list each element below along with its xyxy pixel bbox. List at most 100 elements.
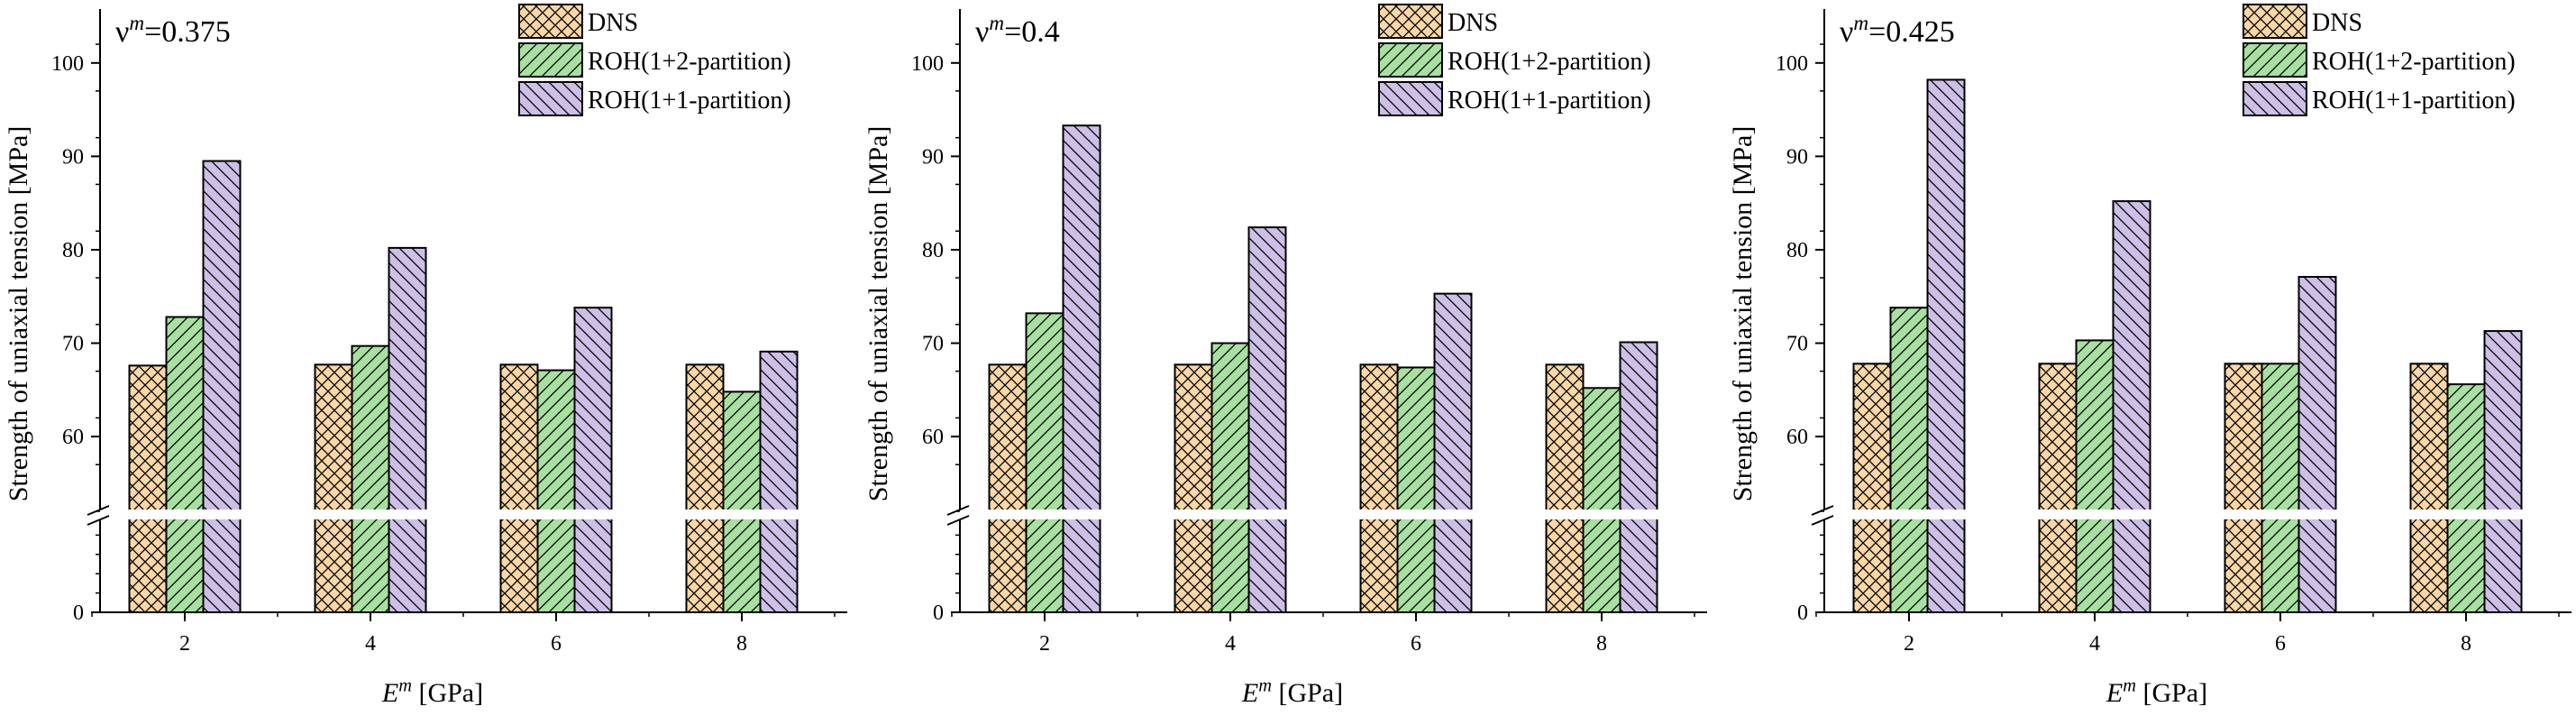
x-tick-label: 4 — [2089, 632, 2100, 656]
bar — [2297, 276, 2337, 613]
y-tick-label: 100 — [1776, 52, 1808, 76]
chart-panel-3: 0 60 70 80 90 100 2 4 6 8 Em [GPa] Strength of unia… — [1728, 4, 2575, 708]
x-tick-label: 8 — [1596, 632, 1607, 656]
x-axis-title: Em [GPa] — [381, 676, 483, 708]
bar — [685, 363, 725, 613]
x-tick-label: 2 — [1904, 632, 1914, 656]
y-tick-label: 0 — [73, 601, 84, 625]
bar — [1582, 387, 1621, 613]
y-tick-label: 90 — [1786, 145, 1808, 169]
y-tick-label: 80 — [1786, 239, 1808, 262]
y-tick-label: 0 — [1797, 601, 1808, 625]
legend-swatch — [1378, 81, 1443, 116]
bar — [573, 307, 613, 613]
legend-label: ROH(1+2-partition) — [1448, 48, 1651, 76]
legend-swatch — [1378, 42, 1443, 78]
bar — [759, 350, 799, 613]
x-tick-label: 2 — [1039, 632, 1050, 656]
legend-label: ROH(1+1-partition) — [588, 87, 791, 115]
poisson-ratio-annotation: νm=0.4 — [975, 12, 1060, 49]
y-tick-label: 100 — [51, 52, 84, 76]
bar — [128, 364, 168, 613]
bar — [1062, 124, 1101, 613]
y-tick-label: 60 — [62, 426, 84, 449]
bar — [499, 363, 539, 613]
bar — [388, 246, 427, 613]
bar — [1359, 363, 1399, 613]
y-tick-label: 60 — [1786, 426, 1808, 449]
legend-label: DNS — [2312, 9, 2362, 37]
axis-break-gap — [964, 509, 1711, 519]
bar — [1396, 366, 1436, 613]
y-axis-title: Strength of uniaxial tension [MPa] — [4, 126, 33, 502]
bar — [165, 316, 205, 613]
bar — [314, 363, 353, 613]
bar — [351, 344, 390, 613]
axis-break-mark — [1811, 505, 1834, 516]
legend-swatch — [2243, 81, 2307, 116]
bar — [2261, 363, 2300, 613]
y-tick-label: 60 — [922, 426, 944, 449]
bar — [202, 160, 242, 613]
bar — [1247, 226, 1287, 613]
bar — [1889, 307, 1929, 613]
y-tick-label: 80 — [62, 239, 84, 262]
legend-label: ROH(1+1-partition) — [2312, 87, 2516, 115]
bar — [2409, 363, 2449, 613]
poisson-ratio-annotation: νm=0.425 — [1840, 12, 1955, 49]
bar — [2038, 363, 2078, 613]
legend-label: DNS — [1448, 9, 1498, 37]
bar — [1174, 363, 1213, 613]
y-tick-label: 70 — [1786, 333, 1808, 356]
axis-break-mark — [1811, 515, 1834, 526]
y-tick-label: 0 — [933, 601, 944, 625]
bar — [536, 369, 576, 613]
axis-break-mark — [87, 515, 110, 526]
chart-panel-2: 0 60 70 80 90 100 2 4 6 8 Em [GPa] Strength of unia… — [863, 4, 1711, 708]
x-tick-label: 8 — [2461, 632, 2471, 656]
legend-label: ROH(1+2-partition) — [2312, 48, 2516, 76]
axis-break-mark — [946, 515, 970, 526]
legend-label: ROH(1+1-partition) — [1448, 87, 1651, 115]
x-tick-label: 6 — [1411, 632, 1421, 656]
bar — [1852, 363, 1892, 613]
poisson-ratio-annotation: νm=0.375 — [115, 12, 231, 49]
x-tick-label: 2 — [179, 632, 190, 656]
bar — [1926, 78, 1966, 613]
y-tick-label: 100 — [911, 52, 944, 76]
legend-swatch — [2243, 42, 2307, 78]
axis-break-mark — [87, 505, 110, 516]
y-axis-title: Strength of uniaxial tension [MPa] — [863, 126, 893, 502]
bar — [2075, 339, 2115, 613]
axis-break-gap — [1828, 509, 2575, 519]
y-tick-label: 70 — [922, 333, 944, 356]
bar — [1619, 341, 1658, 613]
legend-swatch — [1378, 4, 1443, 39]
legend-swatch — [2243, 4, 2307, 39]
x-axis-title: Em [GPa] — [2106, 676, 2207, 708]
x-axis-title: Em [GPa] — [1241, 676, 1343, 708]
axis-break-gap — [104, 509, 851, 519]
bar — [1433, 292, 1473, 613]
y-axis-title: Strength of uniaxial tension [MPa] — [1728, 126, 1758, 502]
legend-label: ROH(1+2-partition) — [588, 48, 791, 76]
bar — [1025, 312, 1064, 613]
y-tick-label: 70 — [62, 333, 84, 356]
y-tick-label: 90 — [62, 145, 84, 169]
bar — [722, 390, 762, 613]
bar — [2483, 330, 2523, 613]
x-tick-label: 6 — [2275, 632, 2286, 656]
x-tick-label: 4 — [365, 632, 376, 656]
bar — [2112, 200, 2151, 613]
bar — [988, 363, 1028, 613]
x-tick-label: 8 — [736, 632, 747, 656]
axis-break-mark — [946, 505, 970, 516]
bar — [2224, 363, 2263, 613]
chart-panel-1: 0 60 70 80 90 100 2 4 6 8 Em [GPa] Strength of unia… — [4, 4, 851, 708]
legend-swatch — [518, 4, 583, 39]
bar — [2446, 383, 2486, 614]
legend-swatch — [518, 42, 583, 78]
y-tick-label: 90 — [922, 145, 944, 169]
x-tick-label: 6 — [551, 632, 562, 656]
legend: DNS ROH(1+2-partition) ROH(1+1-partition) — [518, 4, 791, 116]
